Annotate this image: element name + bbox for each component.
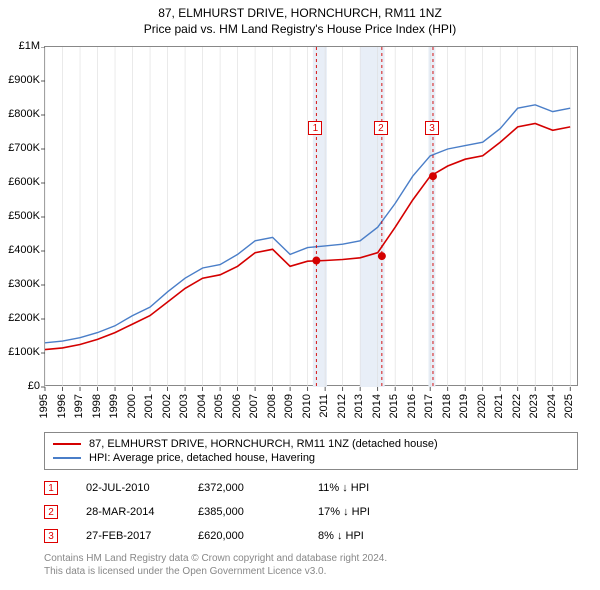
sale-price: £620,000 bbox=[198, 530, 318, 542]
x-tick-label: 2015 bbox=[388, 394, 400, 418]
sale-marker-box: 2 bbox=[374, 121, 388, 135]
y-tick-label: £600K bbox=[8, 176, 40, 188]
sale-date: 02-JUL-2010 bbox=[58, 482, 198, 494]
legend-item: 87, ELMHURST DRIVE, HORNCHURCH, RM11 1NZ… bbox=[53, 437, 569, 451]
x-tick-label: 1995 bbox=[38, 394, 50, 418]
x-tick-label: 2011 bbox=[318, 394, 330, 418]
x-tick-label: 2009 bbox=[283, 394, 295, 418]
title-address: 87, ELMHURST DRIVE, HORNCHURCH, RM11 1NZ bbox=[0, 6, 600, 20]
x-tick-label: 2002 bbox=[161, 394, 173, 418]
x-tick-label: 2000 bbox=[126, 394, 138, 418]
x-tick-label: 2003 bbox=[178, 394, 190, 418]
y-tick-label: £1M bbox=[19, 40, 40, 52]
footer-line: Contains HM Land Registry data © Crown c… bbox=[44, 552, 578, 565]
y-tick-label: £200K bbox=[8, 312, 40, 324]
table-row: 2 28-MAR-2014 £385,000 17% ↓ HPI bbox=[44, 500, 578, 524]
y-tick-label: £800K bbox=[8, 108, 40, 120]
x-tick-label: 2008 bbox=[266, 394, 278, 418]
y-tick-label: £300K bbox=[8, 278, 40, 290]
sale-date: 28-MAR-2014 bbox=[58, 506, 198, 518]
x-tick-label: 2012 bbox=[336, 394, 348, 418]
legend-swatch bbox=[53, 457, 81, 459]
x-tick-label: 2022 bbox=[511, 394, 523, 418]
x-tick-label: 2010 bbox=[301, 394, 313, 418]
footer: Contains HM Land Registry data © Crown c… bbox=[44, 552, 578, 578]
footer-line: This data is licensed under the Open Gov… bbox=[44, 565, 578, 578]
legend-label: HPI: Average price, detached house, Have… bbox=[89, 452, 315, 464]
sale-marker-box: 1 bbox=[308, 121, 322, 135]
y-tick-label: £900K bbox=[8, 74, 40, 86]
x-tick-label: 2018 bbox=[441, 394, 453, 418]
x-tick-label: 1998 bbox=[91, 394, 103, 418]
x-tick-label: 2017 bbox=[423, 394, 435, 418]
x-tick-label: 2004 bbox=[196, 394, 208, 418]
x-tick-label: 2021 bbox=[493, 394, 505, 418]
sale-marker-icon: 2 bbox=[44, 505, 58, 519]
y-tick-label: £700K bbox=[8, 142, 40, 154]
x-tick-label: 2001 bbox=[143, 394, 155, 418]
x-tick-label: 2025 bbox=[563, 394, 575, 418]
legend-item: HPI: Average price, detached house, Have… bbox=[53, 451, 569, 465]
x-tick-label: 1996 bbox=[56, 394, 68, 418]
x-tick-label: 1997 bbox=[73, 394, 85, 418]
x-tick-label: 2023 bbox=[528, 394, 540, 418]
x-tick-label: 2014 bbox=[371, 394, 383, 418]
title-subtitle: Price paid vs. HM Land Registry's House … bbox=[0, 22, 600, 36]
sale-diff: 17% ↓ HPI bbox=[318, 506, 458, 518]
x-tick-label: 2006 bbox=[231, 394, 243, 418]
sale-marker-icon: 1 bbox=[44, 481, 58, 495]
plot-area bbox=[44, 46, 578, 386]
x-tick-label: 1999 bbox=[108, 394, 120, 418]
x-tick-label: 2007 bbox=[248, 394, 260, 418]
sale-diff: 8% ↓ HPI bbox=[318, 530, 458, 542]
y-tick-label: £500K bbox=[8, 210, 40, 222]
x-tick-label: 2024 bbox=[546, 394, 558, 418]
title-block: 87, ELMHURST DRIVE, HORNCHURCH, RM11 1NZ… bbox=[0, 0, 600, 36]
y-tick-label: £100K bbox=[8, 346, 40, 358]
sales-table: 1 02-JUL-2010 £372,000 11% ↓ HPI 2 28-MA… bbox=[44, 476, 578, 548]
sale-date: 27-FEB-2017 bbox=[58, 530, 198, 542]
y-tick-label: £0 bbox=[28, 380, 40, 392]
legend-swatch bbox=[53, 443, 81, 445]
x-tick-label: 2016 bbox=[406, 394, 418, 418]
legend: 87, ELMHURST DRIVE, HORNCHURCH, RM11 1NZ… bbox=[44, 432, 578, 470]
sale-price: £372,000 bbox=[198, 482, 318, 494]
x-tick-label: 2013 bbox=[353, 394, 365, 418]
sale-marker-box: 3 bbox=[425, 121, 439, 135]
chart-container: 87, ELMHURST DRIVE, HORNCHURCH, RM11 1NZ… bbox=[0, 0, 600, 590]
sale-marker-icon: 3 bbox=[44, 529, 58, 543]
table-row: 3 27-FEB-2017 £620,000 8% ↓ HPI bbox=[44, 524, 578, 548]
legend-label: 87, ELMHURST DRIVE, HORNCHURCH, RM11 1NZ… bbox=[89, 438, 438, 450]
table-row: 1 02-JUL-2010 £372,000 11% ↓ HPI bbox=[44, 476, 578, 500]
sale-diff: 11% ↓ HPI bbox=[318, 482, 458, 494]
y-tick-label: £400K bbox=[8, 244, 40, 256]
sale-price: £385,000 bbox=[198, 506, 318, 518]
x-tick-label: 2019 bbox=[458, 394, 470, 418]
chart-svg bbox=[40, 47, 579, 392]
x-tick-label: 2005 bbox=[213, 394, 225, 418]
x-tick-label: 2020 bbox=[476, 394, 488, 418]
